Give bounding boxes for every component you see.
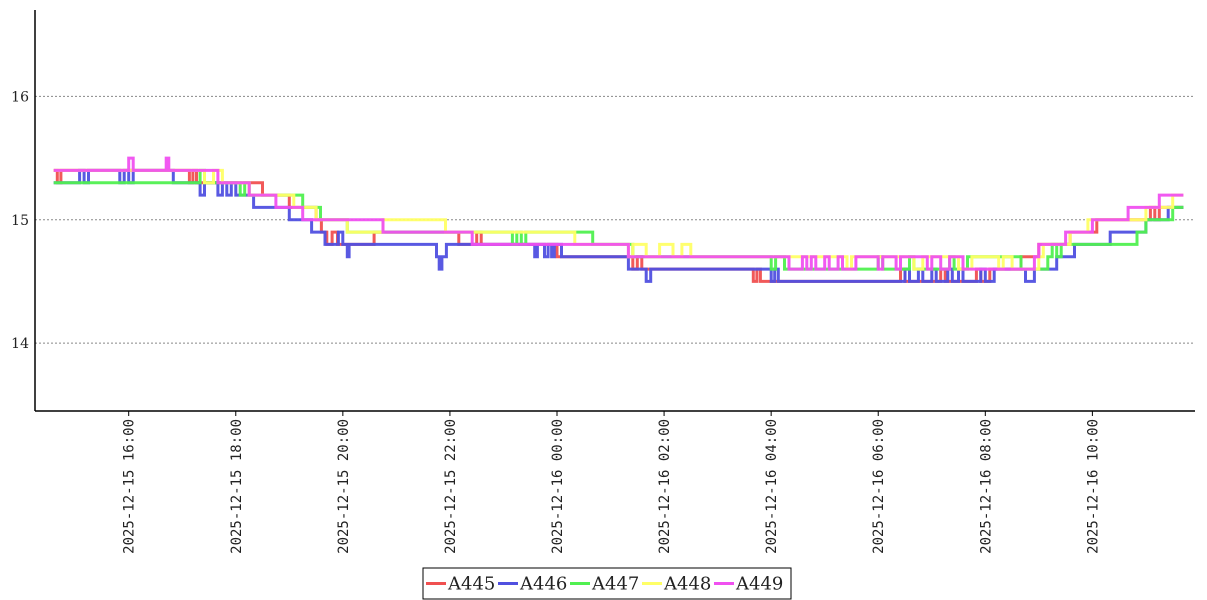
legend-label-A447[interactable]: A447 bbox=[591, 574, 639, 595]
x-tick-label: 2025-12-16 02:00 bbox=[657, 419, 673, 554]
axes bbox=[34, 10, 1195, 412]
x-tick-label: 2025-12-16 04:00 bbox=[764, 419, 780, 554]
x-tick-label: 2025-12-15 18:00 bbox=[229, 419, 245, 554]
series-line-A446 bbox=[53, 168, 1184, 283]
y-tick-labels: 14 15 16 bbox=[11, 89, 29, 352]
x-tick-labels: 2025-12-15 16:00 2025-12-15 18:00 2025-12-… bbox=[122, 411, 1101, 554]
y-tick-label: 15 bbox=[11, 213, 29, 229]
legend-label-A446[interactable]: A446 bbox=[519, 574, 567, 595]
legend-label-A448[interactable]: A448 bbox=[663, 574, 711, 595]
legend[interactable]: A445 A446 A447 A448 A449 bbox=[422, 567, 792, 600]
legend-label-A445[interactable]: A445 bbox=[447, 574, 495, 595]
x-tick-label: 2025-12-15 16:00 bbox=[122, 419, 138, 554]
x-tick-label: 2025-12-16 08:00 bbox=[978, 419, 994, 554]
y-tick-label: 14 bbox=[11, 336, 29, 352]
x-tick-label: 2025-12-16 10:00 bbox=[1085, 419, 1101, 554]
series-lines bbox=[53, 156, 1184, 283]
series-line-A449 bbox=[53, 156, 1184, 271]
x-tick-label: 2025-12-15 20:00 bbox=[336, 419, 352, 554]
x-tick-label: 2025-12-15 22:00 bbox=[443, 419, 459, 554]
y-tick-label: 16 bbox=[11, 89, 29, 105]
legend-label-A449[interactable]: A449 bbox=[735, 574, 783, 595]
x-tick-label: 2025-12-16 06:00 bbox=[871, 419, 887, 554]
series-line-A448 bbox=[53, 168, 1184, 271]
grid-lines bbox=[35, 95, 1195, 344]
x-tick-label: 2025-12-16 00:00 bbox=[550, 419, 566, 554]
